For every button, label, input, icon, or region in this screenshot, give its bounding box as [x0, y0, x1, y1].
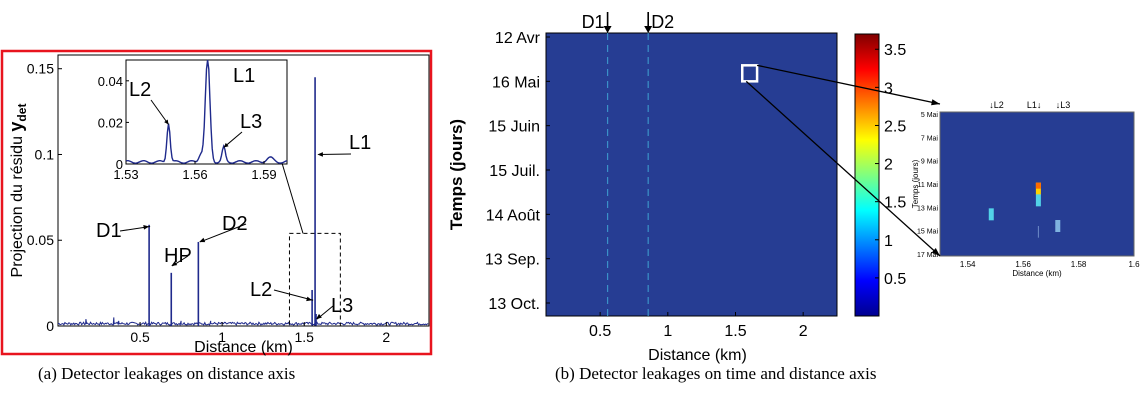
b-x-tick-label: 1.5	[724, 323, 746, 340]
inset-b-x-axis-label: Distance (km)	[1012, 269, 1062, 278]
peak-label-d2: D2	[222, 213, 248, 235]
peak-arrow-d2	[199, 223, 247, 243]
b-x-axis-label: Distance (km)	[648, 347, 747, 364]
inset-b-y-tick-label: 17 Mai	[917, 252, 938, 259]
zoom-box-b	[741, 64, 759, 83]
b-y-tick-label: 13 Oct.	[488, 296, 540, 313]
inset-b-cell	[988, 208, 994, 221]
b-x-tick-label: 0.5	[589, 323, 611, 340]
series-noise-line	[57, 317, 429, 326]
peak-arrowhead-l1	[317, 152, 323, 157]
y-tick-label-a: 0.05	[27, 232, 54, 248]
b-y-tick-label: 16 Mai	[492, 74, 540, 91]
inset-a-label-l2: L2	[129, 79, 151, 101]
peak-arrowhead-l2	[306, 296, 313, 302]
inset-a-curve	[125, 59, 288, 164]
peak-label-l1: L1	[349, 132, 371, 154]
inset-b-x-tick-label: 1.56	[1015, 260, 1031, 269]
inset-a-label-l3: L3	[240, 111, 262, 133]
inset-a-arrowhead-l2	[164, 119, 169, 125]
y-tick-label-a: 0	[46, 318, 54, 334]
inset-b-x-tick-label: 1.54	[960, 260, 976, 269]
heatmap-area	[545, 32, 838, 317]
x-tick-label-a: 0.5	[130, 329, 150, 345]
y-tick-label-a: 0.1	[35, 146, 55, 162]
b-y-axis-label: Temps (jours)	[447, 119, 466, 230]
inset-b-top-label: ↓L2	[989, 100, 1004, 110]
zoom-connector-arrowhead-b	[931, 99, 940, 106]
colorbar-tick-label: 1	[884, 233, 893, 250]
b-y-tick-label: 15 Juil.	[489, 163, 540, 180]
b-x-tick-label: 2	[799, 323, 808, 340]
inset-a-label-l1: L1	[233, 65, 255, 87]
colorbar-tick-label: 2.5	[884, 118, 906, 135]
caption-b: (b) Detector leakages on time and distan…	[555, 364, 877, 383]
y-tick-label-a: 0.15	[27, 61, 54, 77]
zoom-connector-b	[756, 64, 941, 105]
colorbar-tick-label: 3	[884, 80, 893, 97]
inset-b-y-axis-label: Temps (jours)	[911, 159, 920, 208]
peak-arrowhead-d1	[143, 225, 150, 230]
inset-a-y-tick-label: 0.02	[98, 115, 123, 130]
inset-b-y-tick-label: 15 Mai	[917, 229, 938, 236]
peak-arrowhead-hp	[171, 261, 178, 266]
x-tick-label-a: 1.5	[295, 329, 315, 345]
colorbar-tick-label: 2	[884, 157, 893, 174]
inset-a-y-tick-label: 0.04	[98, 74, 123, 89]
inset-b-top-label: L1↓	[1027, 100, 1042, 110]
caption-a: (a) Detector leakages on distance axis	[38, 364, 296, 383]
inset-b-y-tick-label: 7 Mai	[921, 135, 939, 142]
colorbar	[854, 33, 880, 317]
inset-a-y-tick-label: 0	[116, 157, 123, 172]
peak-label-hp: HP	[164, 245, 192, 267]
inset-b-y-tick-label: 13 Mai	[917, 205, 938, 212]
inset-a-x-tick-label: 1.59	[251, 167, 276, 182]
inset-b-cell-hot	[1035, 182, 1041, 189]
b-y-tick-label: 12 Avr	[495, 30, 541, 47]
inset-a-x-tick-label: 1.56	[182, 167, 207, 182]
zoom-connector-a	[281, 162, 304, 234]
inset-b-y-tick-label: 11 Mai	[918, 182, 939, 189]
colorbar-tick-label: 3.5	[884, 42, 906, 59]
panel-a-border	[0, 49, 433, 356]
b-y-tick-label: 14 Août	[486, 207, 541, 224]
inset-b-top-label: ↓L3	[1056, 100, 1071, 110]
b-y-tick-label: 15 Juin	[488, 119, 540, 136]
x-axis-label-a: Distance (km)	[194, 339, 293, 356]
peak-label-l2: L2	[250, 279, 272, 301]
peak-arrowhead-d2	[199, 237, 206, 243]
marker-arrowhead-d2	[644, 26, 653, 33]
zoom-connector-arrowhead-b	[931, 248, 940, 256]
x-tick-label-a: 1	[218, 329, 226, 345]
inset-a-arrow-l2	[150, 99, 169, 125]
zoom-connector-b	[745, 80, 941, 257]
b-x-tick-label: 1	[663, 323, 672, 340]
marker-label-d1: D1	[582, 12, 605, 32]
inset-b-cell	[1035, 194, 1041, 207]
zoom-region-a	[288, 232, 341, 327]
colorbar-tick-label: 1.5	[884, 195, 906, 212]
inset-b-x-tick-label: 1.6	[1128, 260, 1140, 269]
inset-a-arrowhead-l3	[223, 142, 229, 148]
marker-arrowhead-d1	[603, 26, 612, 33]
peak-label-l3: L3	[331, 295, 353, 317]
colorbar-tick-label: 0.5	[884, 271, 906, 288]
b-y-tick-label: 13 Sep.	[485, 252, 540, 269]
inset-b-y-tick-label: 9 Mai	[921, 159, 939, 166]
inset-b-x-tick-label: 1.58	[1071, 260, 1087, 269]
marker-label-d2: D2	[651, 12, 674, 32]
y-axis-label-a: Projection du résidu ydet	[6, 104, 29, 278]
peak-arrowhead-l3	[316, 313, 322, 320]
inset-b-cell	[1055, 220, 1061, 232]
inset-a-x-tick-label: 1.53	[113, 167, 138, 182]
inset-b-y-tick-label: 5 Mai	[921, 112, 939, 119]
peak-arrow-l2	[273, 289, 314, 301]
peak-label-d1: D1	[96, 220, 122, 242]
x-tick-label-a: 2	[382, 329, 390, 345]
